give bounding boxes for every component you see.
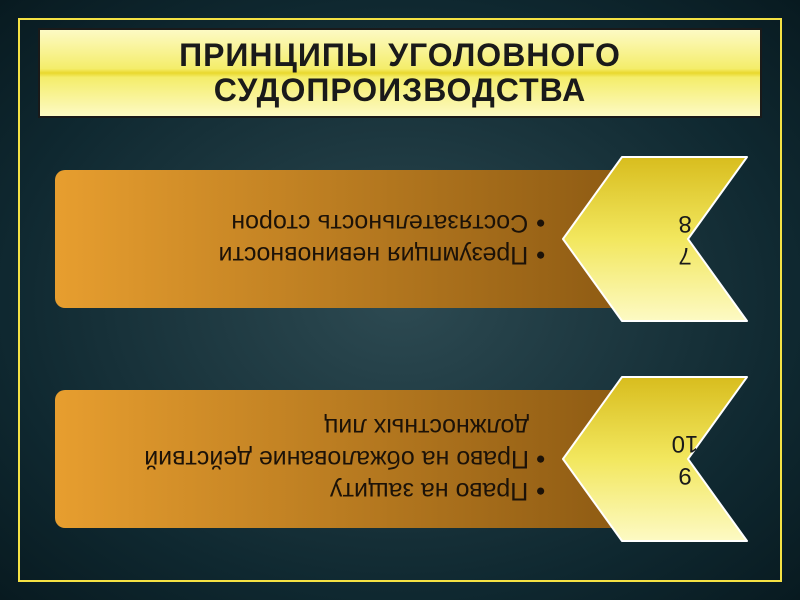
bullet-item: • Презумпция невиновности xyxy=(71,239,545,271)
principle-number: 7 xyxy=(678,241,691,269)
principle-block-1: • Презумпция невиновности • Состязательн… xyxy=(50,154,750,324)
bullet-marker: • xyxy=(536,207,545,239)
bullet-item: • Право на защиту xyxy=(71,475,545,507)
bullet-item: • Состязательность сторон xyxy=(71,207,545,239)
bullet-item: • Право на обжалование действий должност… xyxy=(71,411,545,475)
principle-content-1: • Презумпция невиновности • Состязательн… xyxy=(55,170,645,308)
principle-number: 9 xyxy=(678,461,691,489)
bullet-marker: • xyxy=(537,443,545,475)
principle-number: 10 xyxy=(672,429,699,457)
principle-block-2: • Право на защиту • Право на обжалование… xyxy=(50,374,750,544)
bullet-marker: • xyxy=(536,239,545,271)
title-line-2: СУДОПРОИЗВОДСТВА xyxy=(214,72,587,108)
principle-number: 8 xyxy=(678,209,691,237)
principle-content-2: • Право на защиту • Право на обжалование… xyxy=(55,390,645,528)
title-box: ПРИНЦИПЫ УГОЛОВНОГО СУДОПРОИЗВОДСТВА xyxy=(38,28,762,118)
principle-text: Состязательность сторон xyxy=(231,207,528,239)
slide-title: ПРИНЦИПЫ УГОЛОВНОГО СУДОПРОИЗВОДСТВА xyxy=(179,38,621,108)
principle-text: Право на обжалование действий должностны… xyxy=(71,411,529,475)
principle-text: Презумпция невиновности xyxy=(219,239,529,271)
bullet-marker: • xyxy=(536,475,545,507)
principle-text: Право на защиту xyxy=(330,475,528,507)
principle-numbers: 9 10 xyxy=(620,374,750,544)
title-line-1: ПРИНЦИПЫ УГОЛОВНОГО xyxy=(179,37,621,73)
principle-numbers: 7 8 xyxy=(620,154,750,324)
